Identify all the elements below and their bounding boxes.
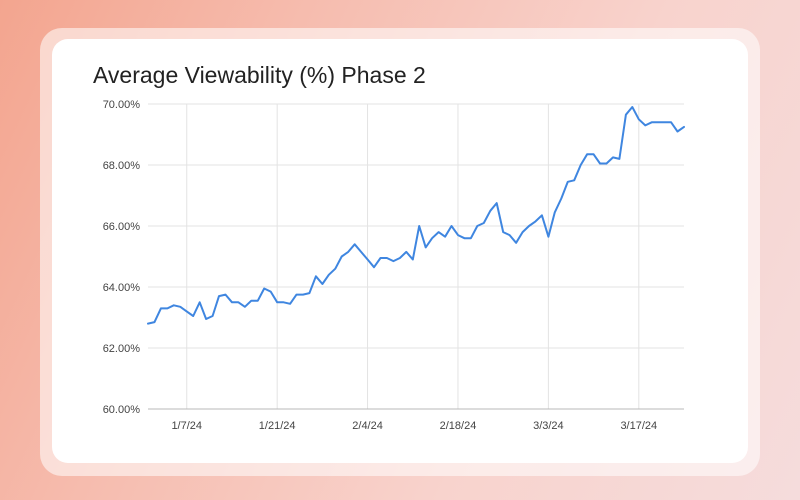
y-tick-label: 66.00% [103,221,141,233]
x-tick-label: 3/17/24 [620,420,657,432]
y-tick-label: 60.00% [103,404,141,416]
tick-labels: 60.00% 62.00% 64.00% 66.00% 68.00% 70.00% 1/7/… [103,99,657,432]
chart-card [52,39,748,463]
chart-title: Average Viewability (%) Phase 2 [93,62,426,88]
y-tick-label: 62.00% [103,343,141,355]
gridlines [148,103,684,410]
x-tick-label: 1/7/24 [171,420,202,432]
x-tick-label: 3/3/24 [533,420,564,432]
x-tick-label: 2/4/24 [352,420,383,432]
x-tick-label: 1/21/24 [259,420,296,432]
y-tick-label: 70.00% [103,99,141,111]
y-tick-label: 68.00% [103,160,141,172]
x-tick-label: 2/18/24 [440,420,477,432]
y-tick-label: 64.00% [103,282,141,294]
series-layer [147,106,685,325]
series-line-0 [147,106,685,325]
